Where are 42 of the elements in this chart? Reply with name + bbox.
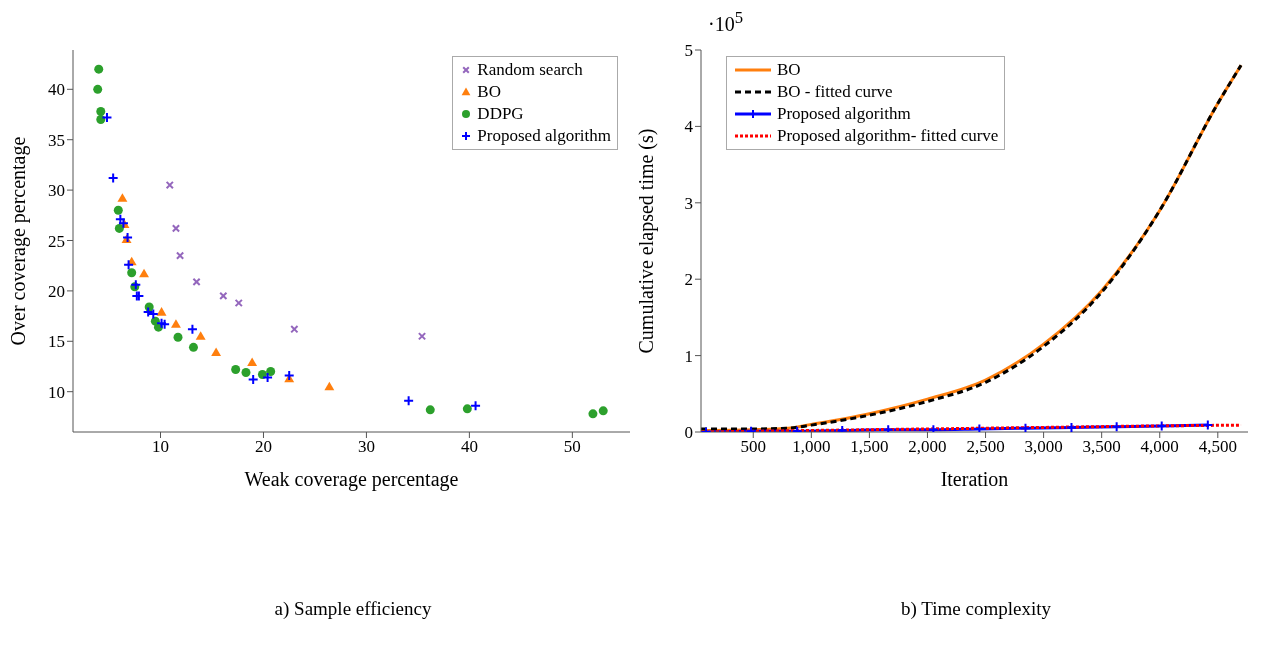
x-tick-label: 50 — [563, 437, 581, 457]
text: ·10$^{5}$ — [708, 8, 743, 36]
x-tick-label: 2,000 — [908, 437, 947, 457]
y-tick-label: 2 — [684, 270, 693, 290]
x-axis-title: Weak coverage percentage — [244, 468, 459, 491]
text: a) Sample efficiency — [273, 598, 433, 620]
legend-label: BO — [477, 81, 501, 103]
x-tick-label: 20 — [254, 437, 272, 457]
y-tick-label: 5 — [684, 41, 693, 61]
y-tick-label: 0 — [684, 423, 693, 443]
y-tick-label: 20 — [48, 281, 65, 301]
y-tick-label: 40 — [48, 80, 65, 100]
legend-label: Proposed algorithm — [777, 103, 911, 125]
y-tick-label: 4 — [684, 117, 694, 137]
y-tick-label: 15 — [48, 332, 65, 352]
legend-label: BO - fitted curve — [777, 81, 893, 103]
x-tick-label: 500 — [740, 437, 767, 457]
text: b) Time complexity — [900, 598, 1052, 620]
y-axis-title: Cumulative elapsed time (s) — [635, 128, 659, 354]
x-tick-label: 4,000 — [1140, 437, 1179, 457]
x-tick-label: 3,500 — [1082, 437, 1121, 457]
legend-label: Random search — [477, 59, 583, 81]
x-tick-label: 1,500 — [850, 437, 889, 457]
legend-label: DDPG — [477, 103, 524, 125]
legend-label: BO — [777, 59, 801, 81]
legend-label: Proposed algorithm- fitted curve — [777, 125, 999, 147]
x-tick-label: 1,000 — [792, 437, 831, 457]
legend-label: Proposed algorithm — [477, 125, 611, 147]
y-tick-label: 3 — [684, 193, 693, 213]
x-tick-label: 2,500 — [966, 437, 1005, 457]
y-axis-title: Over coverage percentage — [7, 136, 31, 346]
x-tick-label: 3,000 — [1024, 437, 1063, 457]
x-axis-title: Iteration — [940, 468, 1009, 490]
y-tick-label: 10 — [48, 382, 65, 402]
x-tick-label: 10 — [152, 437, 170, 457]
y-tick-label: 25 — [48, 231, 65, 251]
y-tick-label: 1 — [684, 346, 693, 366]
x-tick-label: 4,500 — [1198, 437, 1237, 457]
x-tick-label: 30 — [357, 437, 375, 457]
y-tick-label: 35 — [48, 130, 65, 150]
x-tick-label: 40 — [460, 437, 478, 457]
y-tick-label: 30 — [48, 181, 65, 201]
